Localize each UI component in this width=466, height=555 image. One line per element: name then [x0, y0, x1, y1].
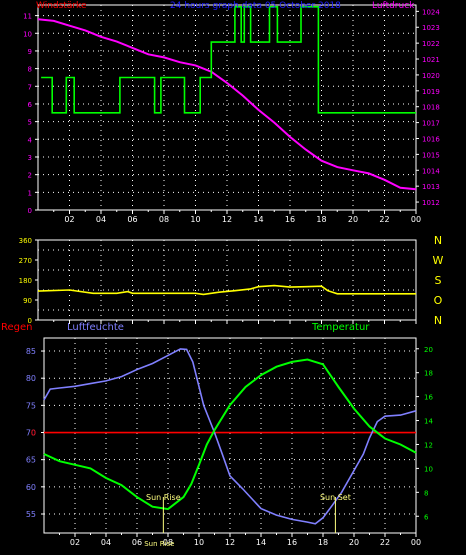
top-x-tick-label: 22 [379, 215, 389, 224]
wind-strength-tick-label: 6 [28, 101, 33, 109]
bot-x-tick-label: 10 [194, 538, 204, 547]
bot-x-tick-label: 00 [411, 538, 421, 547]
temperature-tick-label: 18 [424, 370, 433, 378]
bot-x-tick-label: 18 [318, 538, 328, 547]
pressure-tick-label: 1014 [422, 167, 440, 175]
wind-strength-line [41, 6, 416, 114]
wind-strength-tick-label: 10 [23, 30, 32, 38]
rain-zero-label: 0 [31, 429, 36, 438]
compass-label: N [434, 234, 442, 247]
top-x-tick-label: 08 [159, 215, 169, 224]
wind-direction-tick-label: 270 [19, 257, 32, 265]
bot-x-tick-label: 22 [380, 538, 390, 547]
wind-strength-tick-label: 4 [28, 136, 33, 144]
pressure-tick-label: 1015 [422, 151, 440, 159]
top-x-tick-label: 06 [127, 215, 137, 224]
humidity-tick-label: 65 [26, 456, 36, 465]
top-x-tick-label: 16 [285, 215, 295, 224]
temperature-tick-label: 12 [424, 441, 433, 449]
bot-x-tick-label: 12 [225, 538, 235, 547]
pressure-tick-label: 1016 [422, 135, 440, 143]
pressure-tick-label: 1020 [422, 72, 440, 80]
wind-strength-tick-label: 2 [28, 172, 32, 180]
bot-x-tick-label: 20 [349, 538, 359, 547]
sunrise-label: Sun Rise [146, 493, 181, 502]
pressure-tick-label: 1022 [422, 40, 440, 48]
sunset-label: Sun Set [320, 493, 351, 502]
temperature-line [43, 358, 417, 511]
wind-direction-tick-label: 360 [19, 237, 32, 245]
wind-strength-tick-label: 7 [28, 83, 32, 91]
pressure-line [37, 18, 417, 191]
humidity-temperature-chart: 55 60 65 70 75 80 85 6 8 10 12 14 16 18 20 02 04 06 08 10 12… [26, 337, 433, 548]
temperature-axis-title: Temperatur [312, 322, 370, 333]
pressure-tick-label: 1021 [422, 56, 440, 64]
sunrise-time-label: Sun Rise [144, 540, 174, 548]
pressure-tick-label: 1013 [422, 183, 440, 191]
top-chart: 0123456789101110121013101410151016101710… [23, 4, 440, 224]
humidity-tick-label: 60 [26, 483, 36, 492]
wind-direction-tick-label: 0 [28, 317, 32, 325]
wind-direction-tick-label: 90 [23, 297, 32, 305]
bot-x-tick-label: 08 [163, 538, 173, 547]
top-x-tick-label: 10 [190, 215, 200, 224]
compass-label: W [433, 254, 444, 267]
wind-strength-tick-label: 8 [28, 66, 32, 74]
rain-axis-title: Regen [1, 322, 33, 333]
temperature-tick-label: 14 [424, 418, 433, 426]
wind-strength-tick-label: 11 [23, 13, 32, 21]
bot-x-tick-label: 06 [132, 538, 142, 547]
wind-direction-line [37, 284, 416, 296]
top-x-tick-label: 18 [316, 215, 326, 224]
top-x-tick-label: 14 [253, 215, 263, 224]
bot-x-tick-label: 16 [287, 538, 297, 547]
temperature-tick-label: 16 [424, 394, 433, 402]
top-x-tick-label: 02 [64, 215, 74, 224]
bot-x-tick-label: 02 [70, 538, 80, 547]
bot-x-tick-label: 14 [256, 538, 266, 547]
compass-label: S [435, 274, 442, 287]
humidity-tick-label: 85 [26, 347, 36, 356]
top-x-tick-label: 20 [348, 215, 358, 224]
pressure-tick-label: 1023 [422, 24, 440, 32]
temperature-tick-label: 8 [424, 489, 428, 497]
pressure-tick-label: 1024 [422, 8, 440, 16]
pressure-tick-label: 1012 [422, 199, 440, 207]
pressure-tick-label: 1017 [422, 120, 440, 128]
top-x-tick-label: 12 [222, 215, 232, 224]
humidity-tick-label: 70 [26, 429, 36, 438]
wind-strength-tick-label: 0 [28, 207, 32, 215]
wind-strength-tick-label: 3 [28, 154, 32, 162]
humidity-tick-label: 80 [26, 374, 36, 383]
bot-x-tick-label: 04 [101, 538, 111, 547]
top-x-tick-label: 00 [411, 215, 421, 224]
top-x-tick-label: 04 [96, 215, 106, 224]
wind-direction-tick-label: 180 [19, 277, 32, 285]
compass-label: O [434, 294, 443, 307]
wind-strength-tick-label: 5 [28, 119, 32, 127]
humidity-line [43, 348, 417, 525]
pressure-tick-label: 1018 [422, 104, 440, 112]
humidity-tick-label: 75 [26, 401, 36, 410]
pressure-tick-label: 1019 [422, 88, 440, 96]
temperature-tick-label: 20 [424, 346, 433, 354]
humidity-tick-label: 55 [26, 510, 36, 519]
pressure-axis-title: Luftdruck [372, 1, 415, 11]
compass-label: N [434, 314, 442, 327]
humidity-axis-title: Luftfeuchte [67, 322, 124, 333]
temperature-tick-label: 10 [424, 465, 433, 473]
wind-strength-tick-label: 1 [28, 189, 32, 197]
temperature-tick-label: 6 [424, 513, 429, 521]
wind-strength-tick-label: 9 [28, 48, 32, 56]
chart-title: 24 hours graph data 05 October 2018 [170, 1, 341, 11]
wind-strength-axis-title: Windstärke [36, 1, 87, 11]
